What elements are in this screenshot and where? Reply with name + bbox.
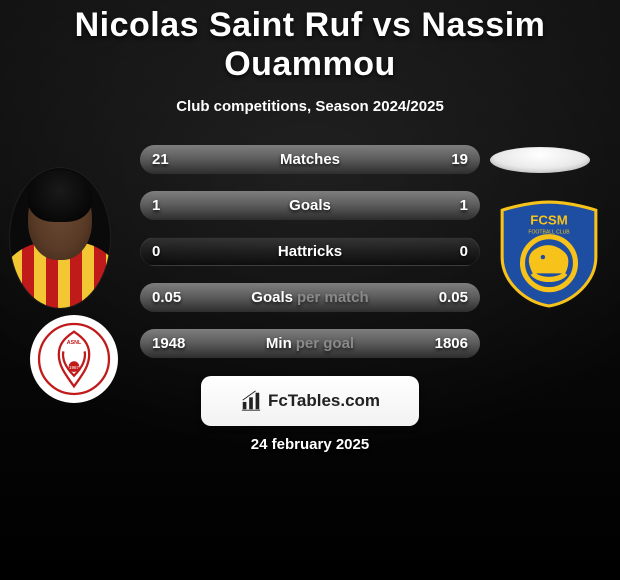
bar-chart-icon: [240, 390, 262, 412]
stat-bar: 0.050.05Goalsper match: [140, 283, 480, 312]
svg-text:ASNL: ASNL: [67, 340, 82, 346]
stat-bar: 19481806Minper goal: [140, 329, 480, 358]
stat-bars: 2119Matches 11Goals 00Hattricks 0.050.05Goa…: [140, 145, 480, 375]
stat-label-dim: per goal: [296, 335, 354, 352]
stat-label: Matches: [140, 145, 480, 174]
player-left-avatar: [9, 167, 111, 309]
stat-label: Hattricks: [140, 237, 480, 266]
date-text: 24 february 2025: [0, 436, 620, 453]
svg-text:1967: 1967: [69, 365, 80, 370]
club-badge-left: ASNL 1967: [30, 315, 118, 403]
stat-label: Minper goal: [140, 329, 480, 358]
stat-label-main: Hattricks: [278, 243, 342, 260]
player-left-hair: [28, 170, 92, 222]
fcsm-badge-icon: FCSM FOOTBALL CLUB: [498, 200, 600, 308]
subtitle: Club competitions, Season 2024/2025: [0, 98, 620, 115]
stat-bar: 11Goals: [140, 191, 480, 220]
stat-label-main: Min: [266, 335, 292, 352]
stat-label-dim: per match: [297, 289, 369, 306]
club-badge-right: FCSM FOOTBALL CLUB: [498, 200, 600, 308]
stat-bar: 00Hattricks: [140, 237, 480, 266]
infographic-card: Nicolas Saint Ruf vs Nassim Ouammou Club…: [0, 0, 620, 580]
page-title: Nicolas Saint Ruf vs Nassim Ouammou: [0, 0, 620, 84]
watermark-text: FcTables.com: [268, 391, 380, 411]
svg-text:FCSM: FCSM: [530, 212, 568, 227]
stat-label-main: Goals: [289, 197, 331, 214]
watermark-badge: FcTables.com: [201, 376, 419, 426]
stat-label: Goals: [140, 191, 480, 220]
player-right-avatar: [490, 147, 590, 173]
stat-label: Goalsper match: [140, 283, 480, 312]
stat-label-main: Matches: [280, 151, 340, 168]
asnl-badge-icon: ASNL 1967: [36, 321, 112, 397]
stat-bar: 2119Matches: [140, 145, 480, 174]
stat-label-main: Goals: [251, 289, 293, 306]
